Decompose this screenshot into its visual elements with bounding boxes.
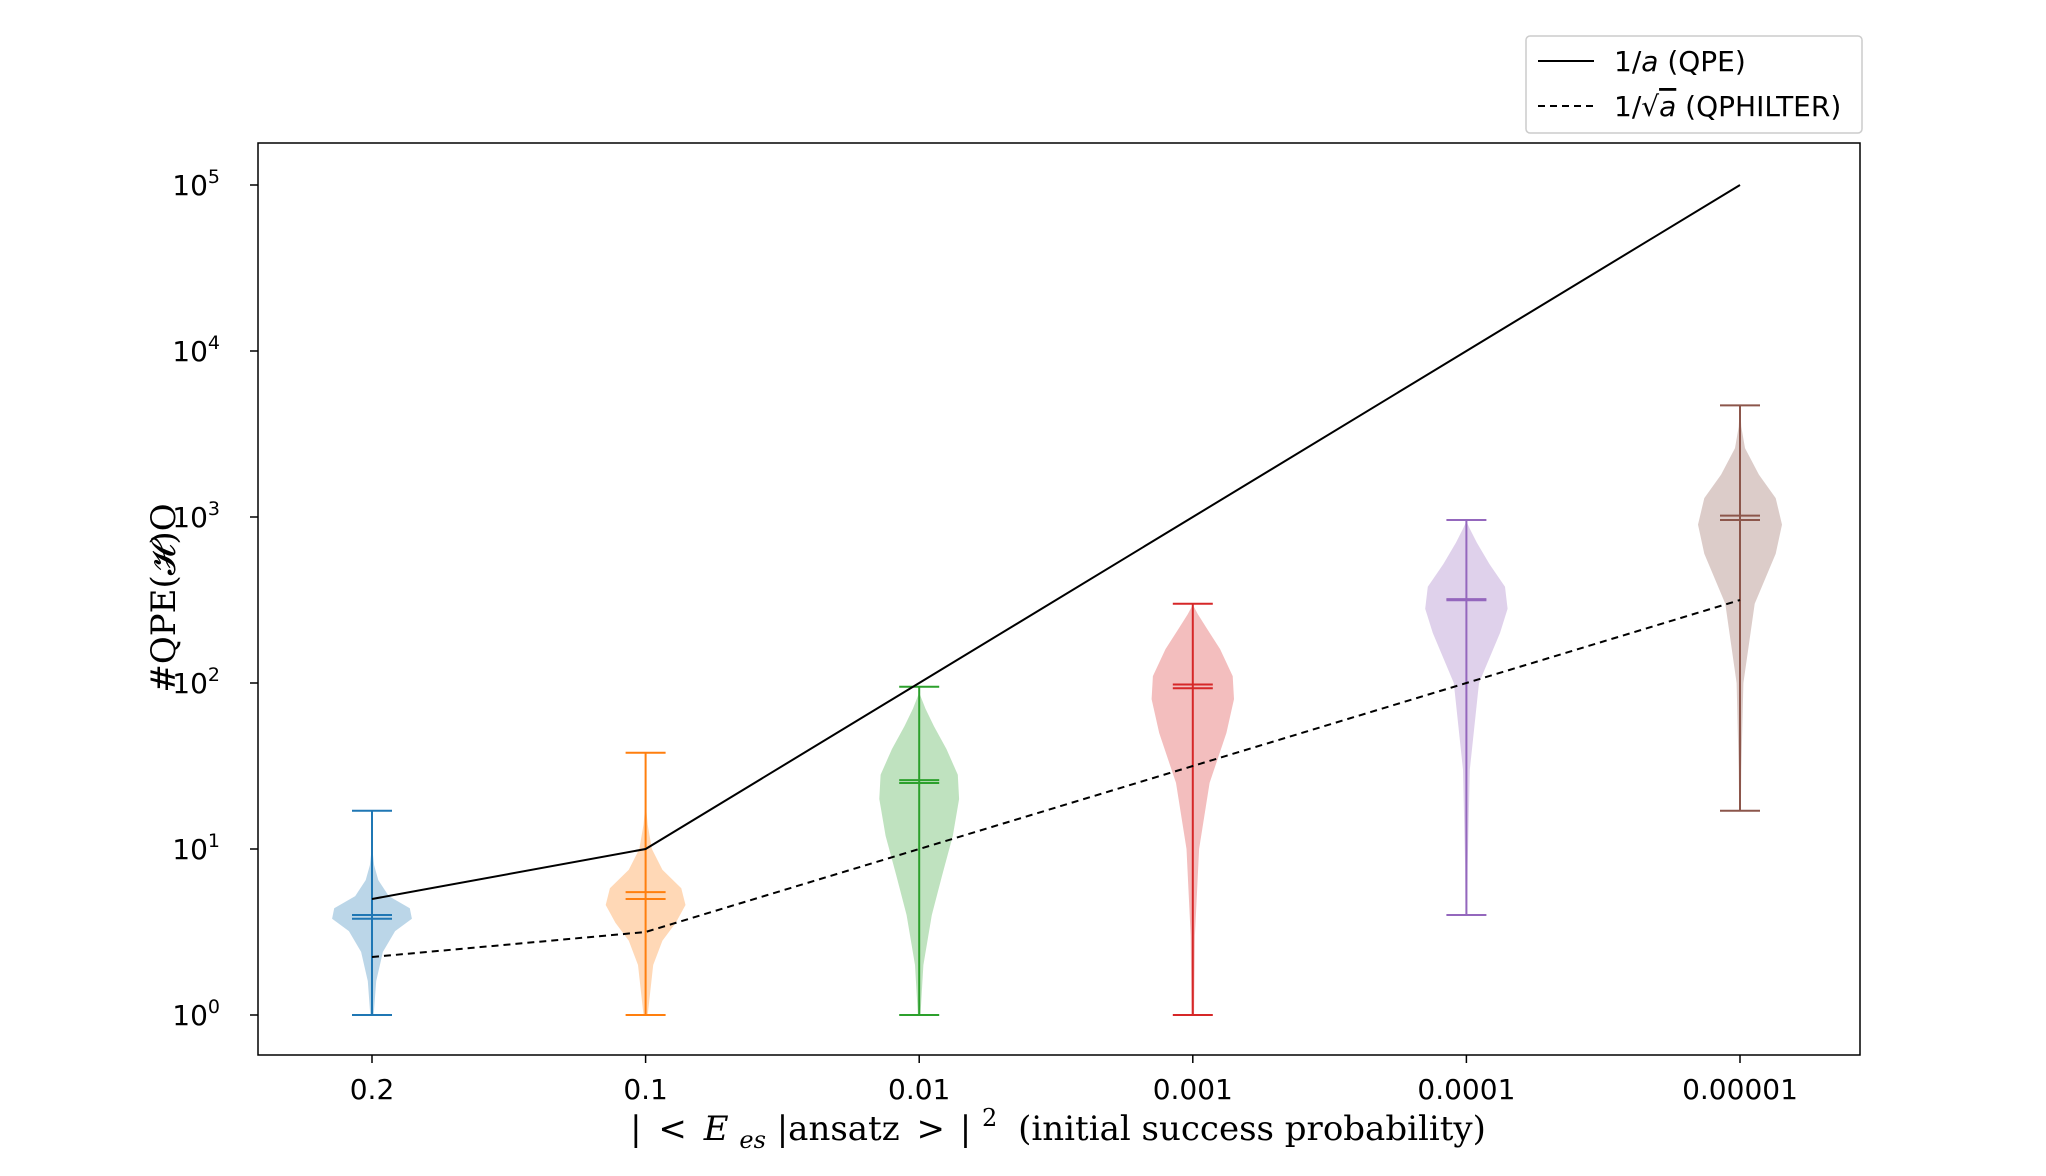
x-tick-label-5: 0.00001 bbox=[1682, 1073, 1798, 1106]
x-axis-label: | < E es |ansatz > | 2 (initial success … bbox=[630, 1095, 1486, 1157]
y-tick-label-2: 102 bbox=[172, 664, 220, 700]
legend-box bbox=[1525, 35, 1863, 134]
y-tick-label-3: 103 bbox=[172, 498, 220, 534]
ticks-layer: 0.2 0.1 0.01 0.001 0.0001 0.00001 100 101 102 103… bbox=[172, 166, 1798, 1106]
y-tick-label-1: 101 bbox=[172, 830, 220, 866]
x-tick-label-3: 0.001 bbox=[1153, 1073, 1233, 1106]
y-tick-label-0: 100 bbox=[172, 996, 220, 1032]
series-line-0 bbox=[371, 184, 1741, 900]
violins-layer bbox=[332, 404, 1782, 1016]
series-line-1 bbox=[371, 599, 1741, 958]
x-tick-label-4: 0.0001 bbox=[1417, 1073, 1515, 1106]
y-tick-label-4: 104 bbox=[172, 332, 220, 368]
legend-label-qpe: 1/a (QPE) bbox=[1614, 45, 1746, 78]
x-tick-label-0: 0.2 bbox=[350, 1073, 395, 1106]
legend: 1/a (QPE) 1/√a (QPHILTER) bbox=[1525, 35, 1863, 134]
legend-label-qphilter: 1/√a (QPHILTER) bbox=[1614, 90, 1841, 123]
x-tick-label-1: 0.1 bbox=[623, 1073, 668, 1106]
x-tick-label-2: 0.01 bbox=[888, 1073, 950, 1106]
lines-layer bbox=[371, 184, 1741, 958]
y-axis-label: #QPE(𝓗)O bbox=[144, 503, 184, 692]
y-tick-label-5: 105 bbox=[172, 166, 220, 202]
plot-area bbox=[257, 142, 1861, 1056]
